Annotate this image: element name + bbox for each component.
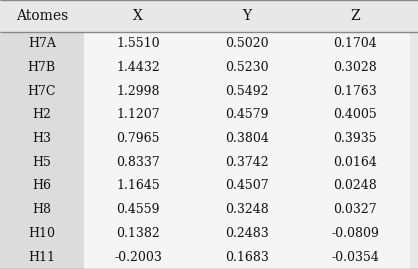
Text: 0.5230: 0.5230 bbox=[225, 61, 268, 74]
Text: H7C: H7C bbox=[28, 84, 56, 98]
Bar bbox=[0, 55, 84, 79]
Text: 0.1382: 0.1382 bbox=[116, 227, 160, 240]
Bar bbox=[0, 198, 84, 222]
Text: 0.1704: 0.1704 bbox=[334, 37, 377, 50]
Text: 0.4559: 0.4559 bbox=[116, 203, 160, 216]
Bar bbox=[0, 127, 84, 150]
Bar bbox=[0, 79, 84, 103]
Bar bbox=[84, 222, 410, 245]
Text: 0.2483: 0.2483 bbox=[225, 227, 268, 240]
Text: 0.0248: 0.0248 bbox=[334, 179, 377, 192]
Text: 0.5020: 0.5020 bbox=[225, 37, 268, 50]
Text: H6: H6 bbox=[32, 179, 51, 192]
Bar bbox=[84, 79, 410, 103]
Text: Z: Z bbox=[350, 9, 360, 23]
Text: 0.4005: 0.4005 bbox=[334, 108, 377, 121]
Text: 0.3028: 0.3028 bbox=[334, 61, 377, 74]
Bar bbox=[0, 245, 84, 269]
Bar bbox=[84, 103, 410, 127]
Bar bbox=[84, 150, 410, 174]
Text: 0.3804: 0.3804 bbox=[225, 132, 268, 145]
Bar bbox=[84, 127, 410, 150]
Text: 0.3742: 0.3742 bbox=[225, 156, 268, 169]
Text: 0.1763: 0.1763 bbox=[334, 84, 377, 98]
Bar bbox=[0, 0, 418, 32]
Text: 1.4432: 1.4432 bbox=[116, 61, 160, 74]
Text: H3: H3 bbox=[32, 132, 51, 145]
Bar bbox=[0, 150, 84, 174]
Text: H5: H5 bbox=[32, 156, 51, 169]
Text: 0.0164: 0.0164 bbox=[334, 156, 377, 169]
Text: 0.8337: 0.8337 bbox=[116, 156, 160, 169]
Bar bbox=[84, 198, 410, 222]
Text: 0.3935: 0.3935 bbox=[334, 132, 377, 145]
Bar bbox=[0, 174, 84, 198]
Text: H2: H2 bbox=[32, 108, 51, 121]
Text: -0.0354: -0.0354 bbox=[331, 251, 379, 264]
Text: -0.2003: -0.2003 bbox=[114, 251, 162, 264]
Bar bbox=[84, 32, 410, 55]
Text: H8: H8 bbox=[32, 203, 51, 216]
Text: 1.2998: 1.2998 bbox=[116, 84, 160, 98]
Bar bbox=[0, 103, 84, 127]
Text: 0.5492: 0.5492 bbox=[225, 84, 268, 98]
Text: H7A: H7A bbox=[28, 37, 56, 50]
Text: 1.1207: 1.1207 bbox=[116, 108, 160, 121]
Text: 0.1683: 0.1683 bbox=[225, 251, 268, 264]
Text: 0.3248: 0.3248 bbox=[225, 203, 268, 216]
Text: Y: Y bbox=[242, 9, 251, 23]
Text: 0.4507: 0.4507 bbox=[225, 179, 268, 192]
Text: 0.4579: 0.4579 bbox=[225, 108, 268, 121]
Text: 1.1645: 1.1645 bbox=[116, 179, 160, 192]
Text: Atomes: Atomes bbox=[16, 9, 68, 23]
Text: 0.0327: 0.0327 bbox=[334, 203, 377, 216]
Bar bbox=[0, 32, 84, 55]
Text: H7B: H7B bbox=[28, 61, 56, 74]
Bar bbox=[0, 222, 84, 245]
Text: H11: H11 bbox=[28, 251, 55, 264]
Text: -0.0809: -0.0809 bbox=[331, 227, 379, 240]
Text: X: X bbox=[133, 9, 143, 23]
Text: 0.7965: 0.7965 bbox=[116, 132, 160, 145]
Bar bbox=[84, 55, 410, 79]
Text: H10: H10 bbox=[28, 227, 55, 240]
Bar bbox=[84, 174, 410, 198]
Text: 1.5510: 1.5510 bbox=[116, 37, 160, 50]
Bar bbox=[84, 245, 410, 269]
